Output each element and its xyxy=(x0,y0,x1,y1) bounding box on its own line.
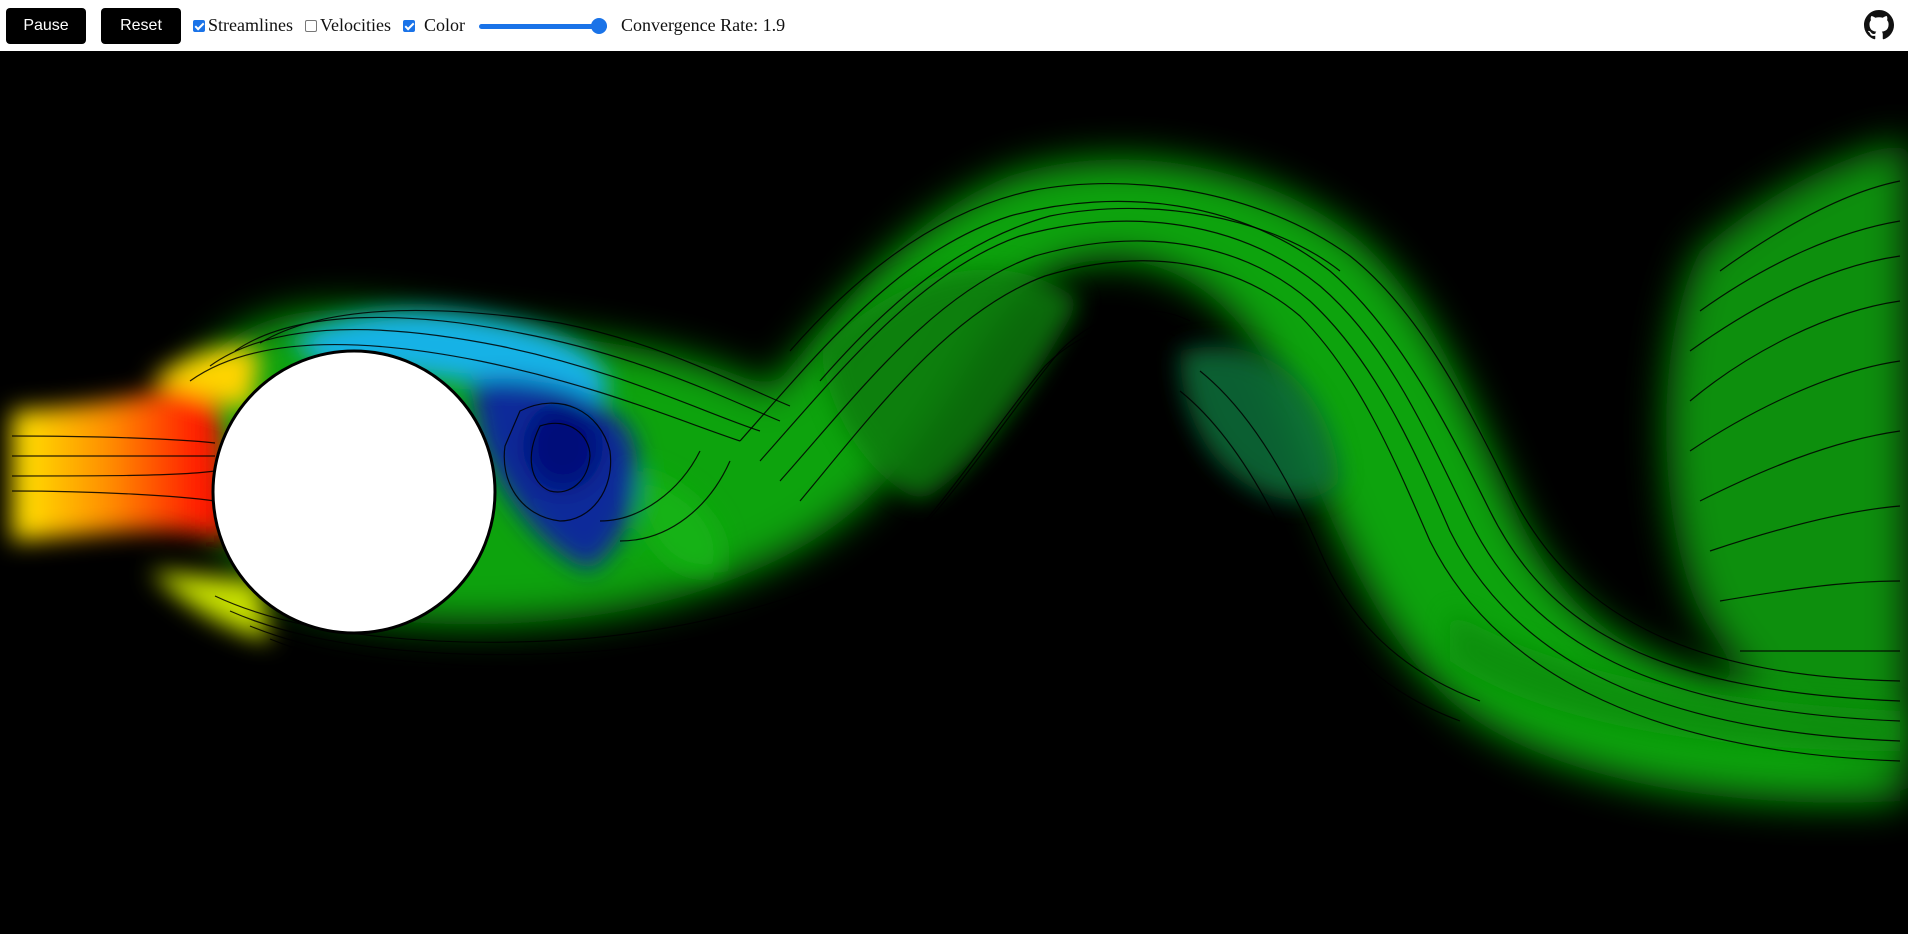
color-label: Color xyxy=(423,15,465,35)
color-toggle[interactable]: Color xyxy=(402,15,465,36)
cylinder-obstacle xyxy=(211,349,497,635)
convergence-rate-value: 1.9 xyxy=(762,15,786,35)
streamlines-toggle[interactable]: Streamlines xyxy=(193,15,293,36)
toolbar: Pause Reset Streamlines Velocities Color… xyxy=(0,0,1908,51)
flow-field xyxy=(11,141,1908,803)
convergence-rate-readout: Convergence Rate: 1.9 xyxy=(621,15,785,36)
convergence-rate-label: Convergence Rate: xyxy=(620,15,759,35)
flow-canvas[interactable] xyxy=(0,51,1908,934)
slider-track xyxy=(478,23,607,29)
pause-button[interactable]: Pause xyxy=(6,7,86,44)
velocities-checkbox[interactable] xyxy=(304,19,317,32)
color-checkbox[interactable] xyxy=(402,19,415,32)
convergence-rate-slider[interactable] xyxy=(478,17,607,35)
streamlines-label: Streamlines xyxy=(208,15,293,35)
velocities-label: Velocities xyxy=(319,15,391,35)
slider-thumb[interactable] xyxy=(590,17,607,34)
velocities-toggle[interactable]: Velocities xyxy=(304,15,391,36)
wake-shading xyxy=(820,269,1900,751)
reset-button[interactable]: Reset xyxy=(101,7,181,44)
streamlines xyxy=(11,180,1901,762)
github-icon[interactable] xyxy=(1864,10,1894,40)
streamlines-checkbox[interactable] xyxy=(193,19,205,32)
